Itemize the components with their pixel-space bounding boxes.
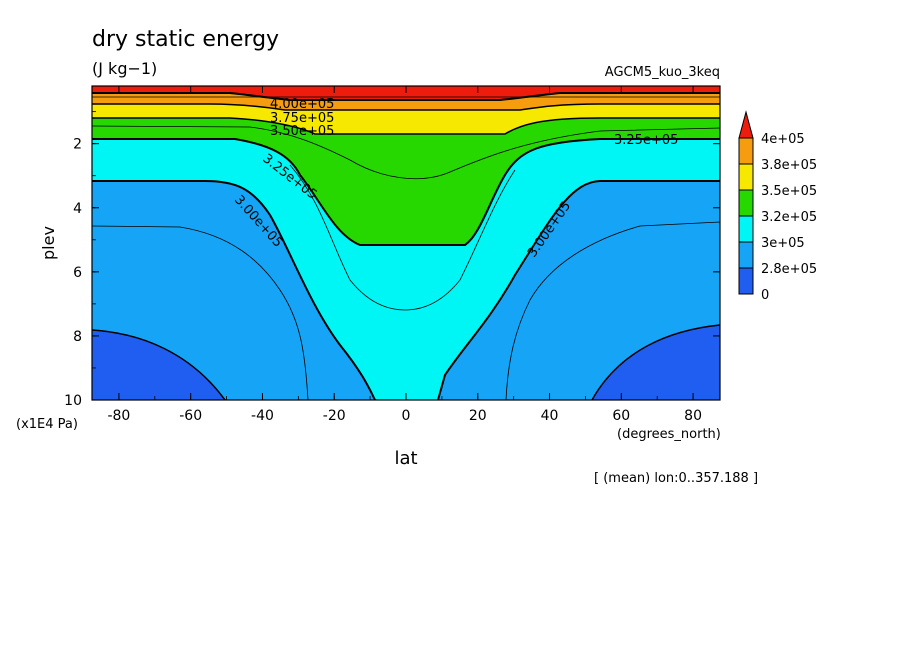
colorbar-arrow bbox=[738, 110, 754, 139]
colorbar-swatch bbox=[738, 189, 754, 217]
colorbar-label: 4e+05 bbox=[761, 132, 805, 147]
plot-area: 4.00e+05 3.75e+05 3.50e+05 3.25e+05 3.25… bbox=[91, 85, 721, 401]
contour-line-350e5 bbox=[92, 117, 720, 135]
x-tick-label: -80 bbox=[107, 408, 130, 424]
contour-line-260e5-right bbox=[591, 324, 721, 401]
y-axis: 2 4 6 8 10 bbox=[64, 111, 720, 409]
x-axis: -80 -60 -40 -20 0 20 40 60 80 bbox=[107, 86, 702, 424]
footnote: [ (mean) lon:0..357.188 ] bbox=[594, 471, 758, 486]
colorbar-swatch bbox=[738, 241, 754, 269]
contour-line-300e5 bbox=[92, 180, 376, 401]
x-tick-label: -20 bbox=[323, 408, 346, 424]
colorbar-label: 0 bbox=[761, 288, 769, 303]
x-tick-label: -40 bbox=[251, 408, 274, 424]
contour-label-325-right: 3.25e+05 bbox=[614, 133, 678, 148]
colorbar-swatch bbox=[738, 267, 754, 295]
chart-title: dry static energy bbox=[92, 27, 279, 52]
contour-line-thin-upper bbox=[91, 125, 721, 180]
contour-line-400e5 bbox=[92, 92, 720, 101]
contour-label-375: 3.75e+05 bbox=[270, 111, 334, 126]
x-tick-label: 40 bbox=[541, 408, 559, 424]
contour-line-thin-mid bbox=[91, 225, 309, 401]
colorbar-label: 3.8e+05 bbox=[761, 158, 817, 173]
y-axis-units: (x1E4 Pa) bbox=[16, 417, 78, 432]
x-tick-label: -60 bbox=[179, 408, 202, 424]
x-axis-label: lat bbox=[394, 448, 417, 469]
y-tick-label: 4 bbox=[73, 201, 82, 217]
contour-label-400: 4.00e+05 bbox=[270, 97, 334, 112]
contour-line-thin-center bbox=[289, 164, 516, 311]
chart-units: (J kg−1) bbox=[92, 59, 157, 78]
colorbar: 4e+05 3.8e+05 3.5e+05 3.2e+05 3e+05 2.8e+05 0 bbox=[738, 110, 817, 303]
fill-c260-right bbox=[592, 325, 720, 400]
colorbar-label: 3.2e+05 bbox=[761, 210, 817, 225]
x-tick-label: 0 bbox=[402, 408, 411, 424]
y-tick-label: 2 bbox=[73, 137, 82, 153]
y-tick-label: 10 bbox=[64, 393, 82, 409]
contour-line-325e5 bbox=[92, 138, 720, 246]
colorbar-label: 2.8e+05 bbox=[761, 262, 817, 277]
colorbar-label: 3.5e+05 bbox=[761, 184, 817, 199]
colorbar-swatch bbox=[738, 137, 754, 165]
contour-line-thin-mid-right bbox=[505, 221, 721, 401]
contour-line-260e5-left bbox=[91, 329, 226, 401]
colorbar-swatch bbox=[738, 163, 754, 191]
colorbar-swatch bbox=[738, 215, 754, 243]
contour-line-300e5-right bbox=[437, 180, 720, 401]
x-tick-label: 80 bbox=[684, 408, 702, 424]
y-tick-label: 8 bbox=[73, 329, 82, 345]
colorbar-label: 3e+05 bbox=[761, 236, 805, 251]
x-axis-units: (degrees_north) bbox=[617, 427, 721, 442]
x-tick-label: 60 bbox=[612, 408, 630, 424]
y-tick-label: 6 bbox=[73, 265, 82, 281]
contour-label-350: 3.50e+05 bbox=[270, 124, 334, 139]
y-axis-label: plev bbox=[39, 226, 58, 260]
fill-c260-left bbox=[92, 330, 225, 400]
fill-c325 bbox=[92, 86, 720, 245]
contour-line-375e5 bbox=[92, 103, 720, 111]
experiment-label: AGCM5_kuo_3keq bbox=[605, 65, 720, 80]
x-tick-label: 20 bbox=[469, 408, 487, 424]
